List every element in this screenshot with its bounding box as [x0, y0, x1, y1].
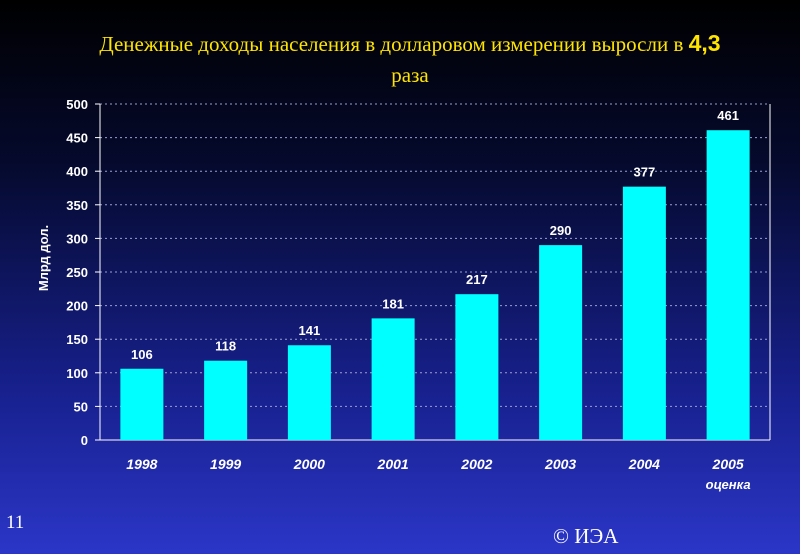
y-tick-label: 500 [66, 97, 88, 112]
bar-1999 [204, 360, 248, 440]
title-text: Денежные доходы населения в долларовом и… [99, 32, 684, 56]
y-tick-label: 50 [74, 399, 88, 414]
slide-number: 11 [6, 512, 25, 533]
bar-2001 [371, 318, 415, 440]
data-label: 106 [131, 347, 153, 362]
y-tick-label: 400 [66, 164, 88, 179]
bar-2003 [539, 245, 583, 440]
y-tick-label: 350 [66, 198, 88, 213]
data-label: 141 [299, 323, 321, 338]
chart-title: Денежные доходы населения в долларовом и… [20, 28, 800, 91]
bar-1998 [120, 368, 164, 440]
data-label: 217 [466, 272, 488, 287]
data-label: 181 [382, 296, 404, 311]
title-tail: раза [391, 63, 429, 87]
y-tick-label: 100 [66, 366, 88, 381]
data-label: 118 [215, 339, 236, 354]
x-tick-label: 2004 [628, 456, 660, 472]
bar-2002 [455, 294, 499, 440]
x-tick-label: 1999 [210, 456, 241, 472]
x-tick-label: 2002 [460, 456, 492, 472]
bar-2000 [287, 345, 331, 440]
y-axis-label: Млрд дол. [36, 225, 51, 291]
x-tick-label: 2001 [377, 456, 409, 472]
y-tick-label: 150 [66, 332, 88, 347]
y-tick-label: 0 [81, 433, 88, 448]
x-tick-sublabel: оценка [706, 477, 751, 492]
x-tick-label: 2000 [293, 456, 325, 472]
copyright-text: © ИЭА [553, 524, 619, 548]
x-tick-label: 2003 [544, 456, 576, 472]
y-tick-label: 200 [66, 299, 88, 314]
data-label: 461 [717, 108, 739, 123]
data-label: 377 [634, 165, 656, 180]
y-tick-label: 250 [66, 265, 88, 280]
title-accent: 4,3 [688, 30, 721, 56]
y-tick-label: 300 [66, 231, 88, 246]
bar-2004 [622, 186, 666, 440]
x-tick-label: 1998 [126, 456, 157, 472]
bar-2005 [706, 130, 750, 440]
data-label: 290 [550, 223, 572, 238]
y-tick-label: 450 [66, 131, 88, 146]
x-tick-label: 2005 [712, 456, 744, 472]
